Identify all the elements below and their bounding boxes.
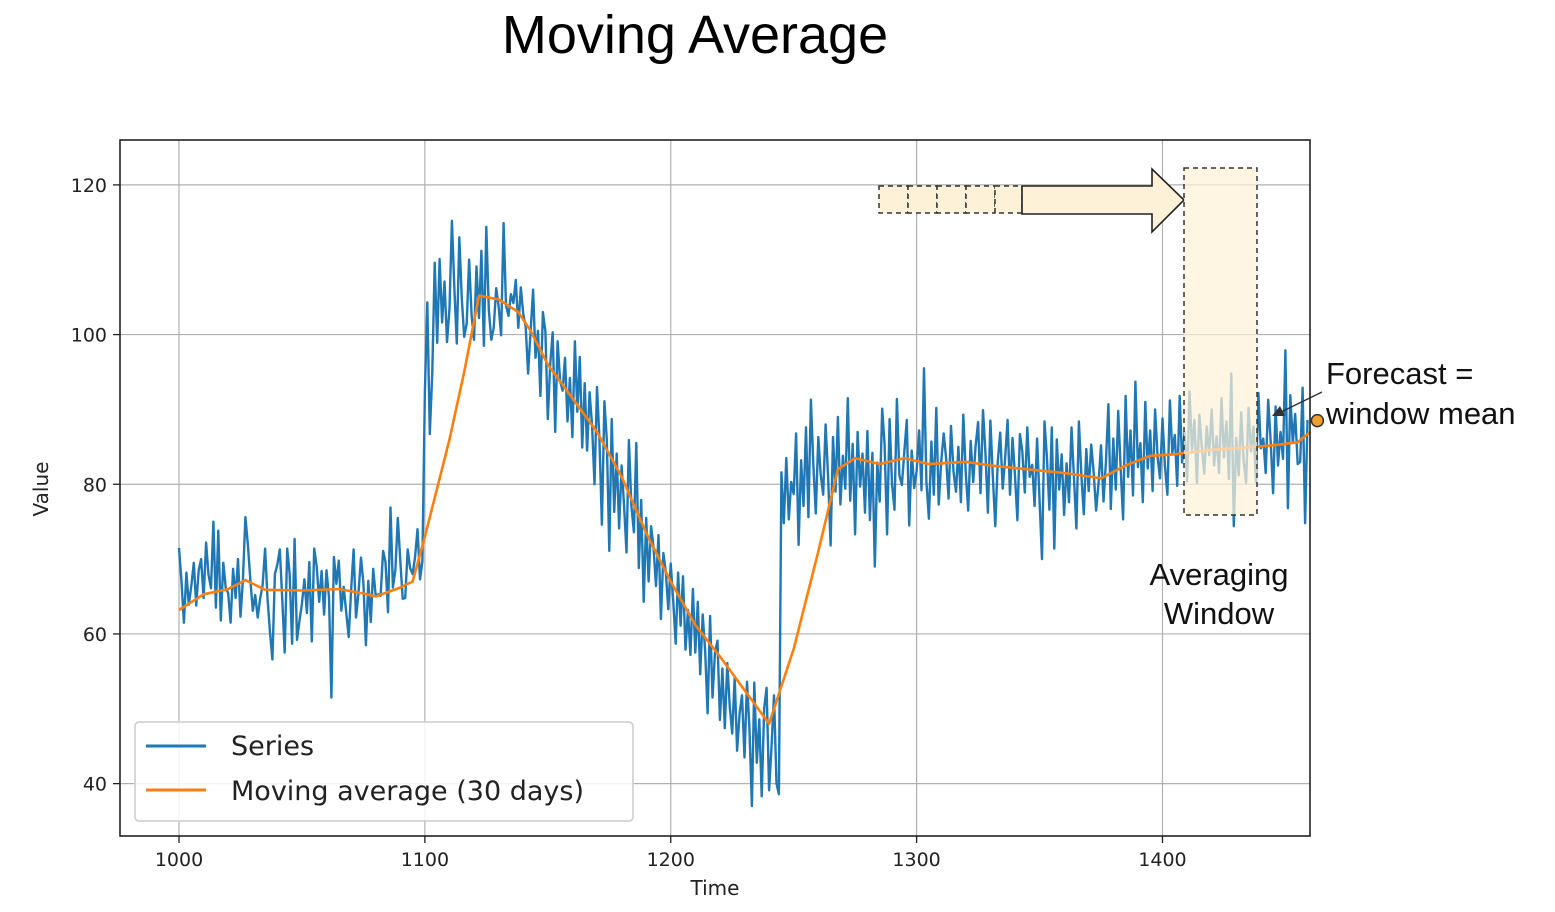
x-axis-label: Time xyxy=(690,876,740,900)
series-line xyxy=(177,219,1309,808)
y-axis-ticks: 40 60 80 100 120 xyxy=(71,175,120,796)
forecast-pointer-arrow xyxy=(1276,391,1323,415)
y-tick-label: 60 xyxy=(83,624,107,646)
legend-box xyxy=(134,721,634,822)
y-tick-label: 120 xyxy=(71,175,107,197)
averaging-window-label-line-1: Averaging xyxy=(1149,557,1288,592)
y-tick-label: 100 xyxy=(71,325,107,347)
page-title: Moving Average xyxy=(501,5,889,65)
y-axis-label: Value xyxy=(29,462,53,517)
x-tick-label: 1000 xyxy=(155,849,203,871)
x-axis-ticks: 1000 1100 1200 1300 1400 xyxy=(155,836,1187,871)
x-tick-label: 1300 xyxy=(892,849,940,871)
legend: Series Moving average (30 days) xyxy=(134,721,634,822)
legend-label-series: Series xyxy=(231,731,314,762)
y-tick-label: 80 xyxy=(83,474,107,496)
forecast-point-marker xyxy=(1310,413,1325,428)
y-tick-label: 40 xyxy=(83,774,107,796)
moving-average-line xyxy=(178,294,1310,725)
x-tick-label: 1400 xyxy=(1138,849,1186,871)
x-tick-label: 1100 xyxy=(401,849,449,871)
legend-label-moving-average: Moving average (30 days) xyxy=(231,776,584,807)
forecast-label-line-2: window mean xyxy=(1325,396,1516,431)
forecast-pointer-arrowhead xyxy=(1272,406,1285,416)
averaging-window-label-line-2: Window xyxy=(1164,596,1275,631)
forecast-label-line-1: Forecast = xyxy=(1326,356,1473,391)
averaging-window-box xyxy=(1183,167,1258,516)
plot-frame xyxy=(119,139,1311,837)
sliding-window-arrow xyxy=(878,167,1186,234)
x-tick-label: 1200 xyxy=(647,849,695,871)
